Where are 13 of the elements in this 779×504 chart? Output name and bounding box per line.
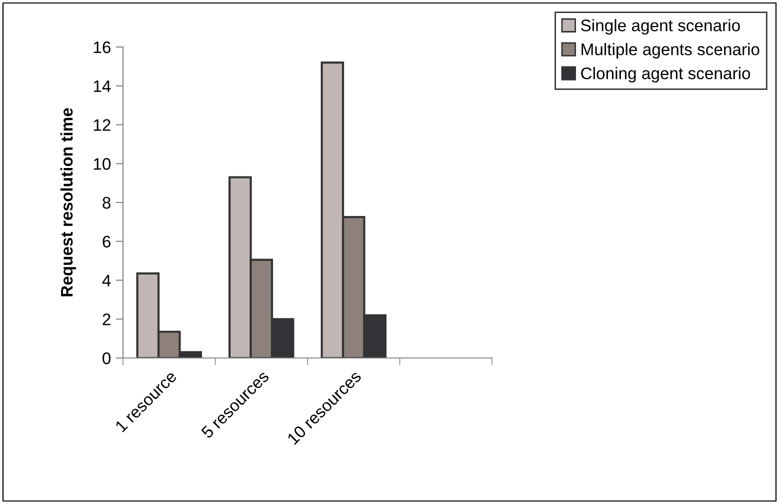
y-tick-label: 14 — [94, 80, 111, 92]
y-tick-label: 4 — [102, 274, 111, 286]
y-tick-label: 2 — [102, 314, 110, 326]
y-tick-label: 0 — [102, 352, 111, 364]
legend-label: Cloning agent scenario — [581, 67, 750, 83]
y-axis-title: Request resolution time — [60, 108, 76, 296]
y-tick-label: 8 — [102, 196, 110, 209]
legend-label: Single agent scenario — [581, 19, 740, 35]
y-tick-label: 10 — [94, 158, 111, 170]
y-tick-label: 12 — [94, 119, 110, 131]
y-tick-label: 6 — [102, 236, 110, 248]
legend-label: Multiple agents scenario — [582, 43, 760, 59]
y-tick-label: 16 — [94, 41, 110, 54]
